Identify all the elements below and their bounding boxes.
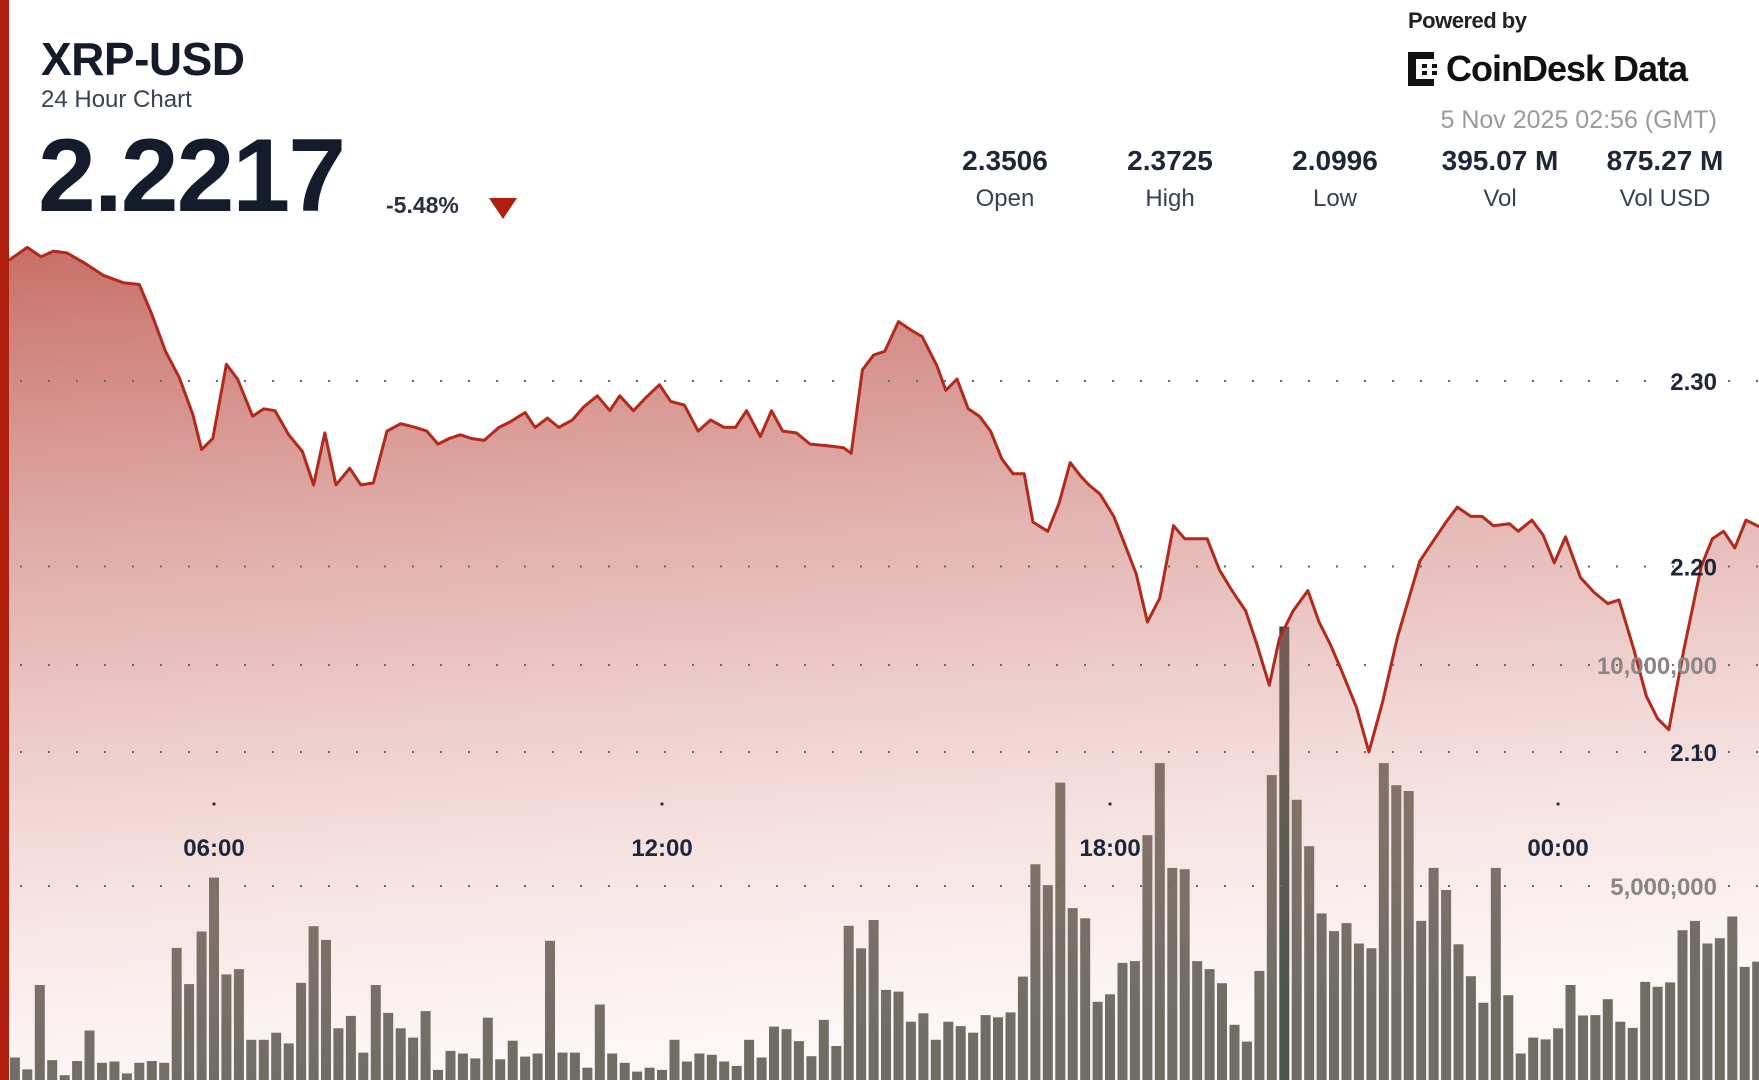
stat-value: 2.3725 xyxy=(1127,145,1213,176)
stat-label: Vol xyxy=(1483,185,1517,212)
x-tick-label: 06:00 xyxy=(183,835,244,862)
stat-label: Open xyxy=(975,185,1035,212)
x-tick-mark xyxy=(660,802,664,806)
price-change: -5.48% xyxy=(386,192,459,218)
x-tick-mark xyxy=(1556,802,1560,806)
chart-subtitle: 24 Hour Chart xyxy=(41,86,192,113)
symbol-title: XRP-USD xyxy=(41,33,245,85)
stat-value: 2.0996 xyxy=(1292,145,1378,176)
stat-vol-usd: 875.27 M Vol USD xyxy=(1590,145,1740,213)
volume-tick-label: 5,000,000 xyxy=(1610,874,1717,901)
x-tick-label: 12:00 xyxy=(631,835,692,862)
accent-bar xyxy=(0,0,9,1080)
coindesk-logo-icon xyxy=(1408,52,1437,86)
current-price: 2.2217 xyxy=(38,118,346,234)
stat-label: Vol USD xyxy=(1619,185,1711,212)
x-tick-mark xyxy=(212,802,216,806)
y-axis: 2.30 2.20 2.10 10,000,000 5,000,000 xyxy=(1597,369,1717,901)
stat-label: High xyxy=(1145,185,1195,212)
powered-by-label: Powered by xyxy=(1408,8,1527,33)
x-tick-label: 00:00 xyxy=(1527,835,1588,862)
x-tick-mark xyxy=(1108,802,1112,806)
price-line xyxy=(7,245,1759,754)
triangle-down-icon xyxy=(489,198,517,219)
stat-value: 395.07 M xyxy=(1441,145,1559,176)
brand-name: CoinDesk Data xyxy=(1446,48,1688,89)
stat-open: 2.3506 Open xyxy=(930,145,1080,213)
timestamp: 5 Nov 2025 02:56 (GMT) xyxy=(1440,106,1717,134)
stat-label: Low xyxy=(1312,185,1358,212)
x-tick-label: 18:00 xyxy=(1079,835,1140,862)
volume-tick-label: 10,000,000 xyxy=(1597,653,1717,680)
price-area-fill xyxy=(8,247,1759,1080)
stat-value: 2.3506 xyxy=(962,145,1048,176)
stat-value: 875.27 M xyxy=(1606,145,1724,176)
price-tick-label: 2.30 xyxy=(1670,369,1717,396)
price-tick-label: 2.20 xyxy=(1670,555,1717,582)
stat-high: 2.3725 High xyxy=(1095,145,1245,213)
stat-low: 2.0996 Low xyxy=(1260,145,1410,213)
gridlines xyxy=(20,380,1759,887)
stat-vol: 395.07 M Vol xyxy=(1425,145,1575,213)
x-axis: 06:00 12:00 18:00 00:00 xyxy=(183,802,1589,862)
coindesk-data-logo: CoinDesk Data xyxy=(1406,48,1688,90)
price-tick-label: 2.10 xyxy=(1670,740,1717,767)
